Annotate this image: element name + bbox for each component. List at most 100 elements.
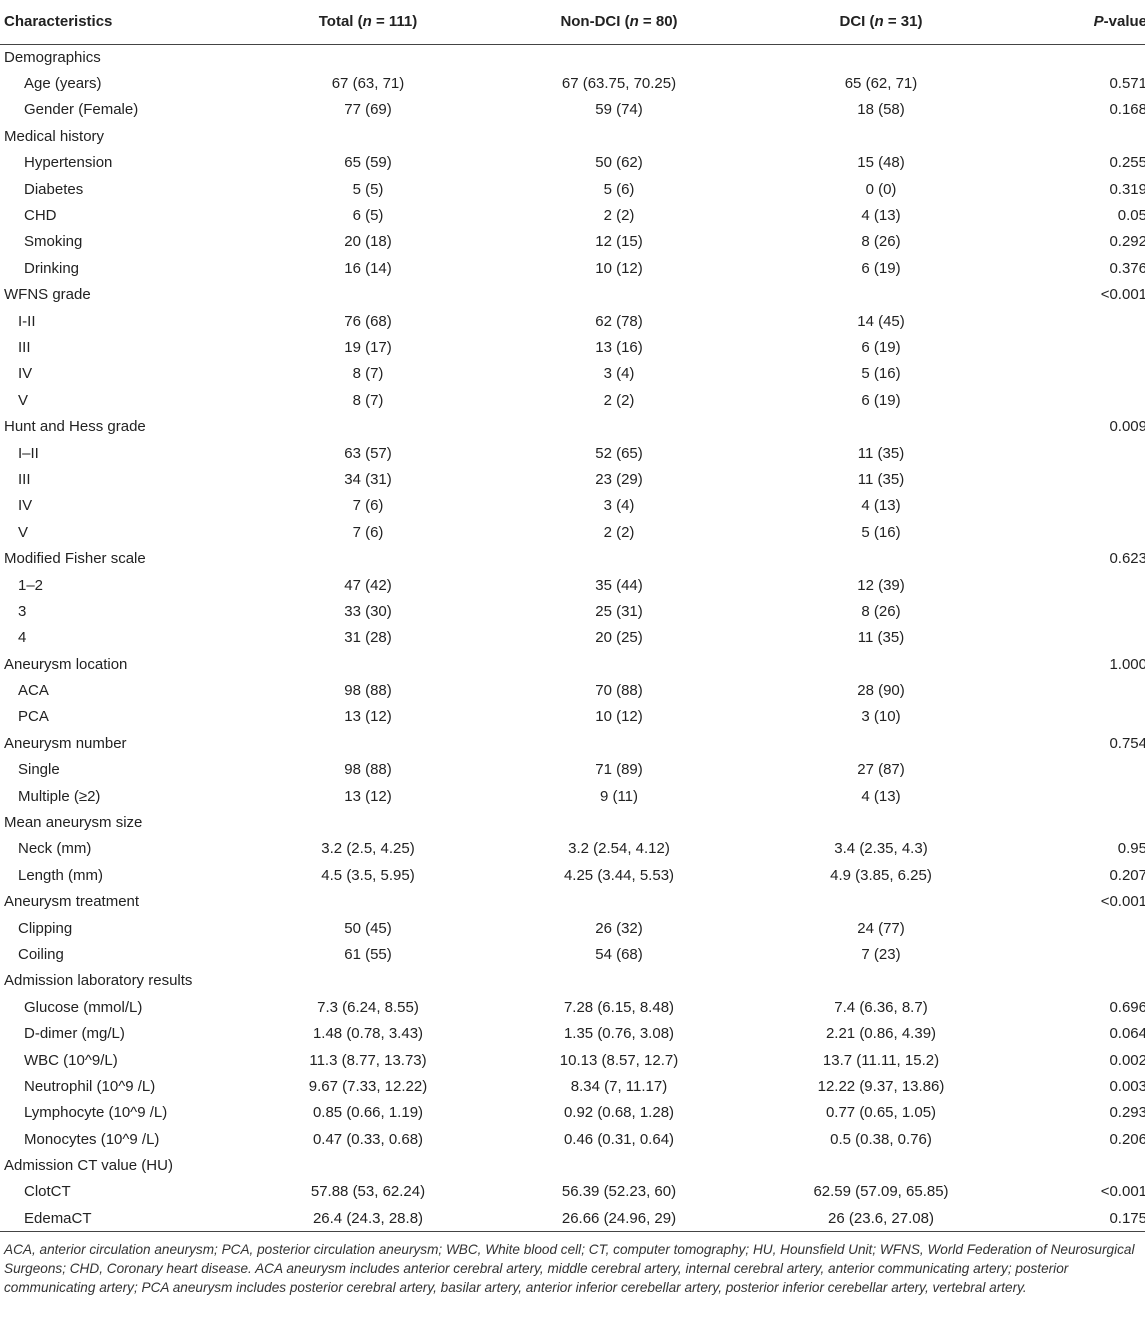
cell-non-dci: 50 (62): [595, 154, 643, 172]
cell-total: 8 (7): [352, 391, 384, 409]
cell-dci: 0.77 (0.65, 1.05): [825, 1104, 937, 1122]
cell-non-dci: [492, 809, 746, 835]
cell-total: 5 (5): [352, 180, 384, 198]
row-label: III: [18, 338, 31, 356]
row-label: Aneurysm location: [4, 655, 128, 673]
cell-non-dci: 20 (25): [595, 629, 643, 647]
cell-total: [244, 968, 492, 994]
cell-total: 19 (17): [344, 338, 392, 356]
table-row: Aneurysm location 1.000: [0, 651, 1145, 677]
cell-dci: 3.4 (2.35, 4.3): [834, 840, 928, 858]
cell-total: 7.3 (6.24, 8.55): [317, 998, 419, 1016]
cell-dci: 0.5 (0.38, 0.76): [830, 1130, 932, 1148]
cell-dci: 24 (77): [857, 919, 905, 937]
row-label: I-II: [18, 312, 36, 330]
cell-p-value: [1016, 440, 1145, 466]
cell-total: 76 (68): [344, 312, 392, 330]
cell-dci: 62.59 (57.09, 65.85): [813, 1183, 949, 1201]
row-label: IV: [18, 497, 33, 515]
table-row: Coiling 61 (55) 54 (68) 7 (23): [0, 941, 1145, 967]
cell-total: 57.88 (53, 62.24): [310, 1183, 426, 1201]
cell-p-value: 0.003: [1109, 1077, 1145, 1095]
cell-non-dci: 2 (2): [603, 523, 635, 541]
cell-total: 33 (30): [344, 602, 392, 620]
cell-non-dci: 3 (4): [603, 497, 635, 515]
cell-dci: 11 (35): [857, 470, 905, 488]
table-footnote: ACA, anterior circulation aneurysm; PCA,…: [4, 1242, 1135, 1296]
cell-total: 77 (69): [344, 101, 392, 119]
cell-p-value: 0.95: [1117, 840, 1145, 858]
cell-non-dci: 10 (12): [595, 708, 643, 726]
row-label: Diabetes: [24, 180, 84, 198]
cell-p-value: <0.001: [1100, 893, 1145, 911]
row-label: 3: [18, 602, 27, 620]
cell-p-value: [1016, 783, 1145, 809]
cell-non-dci: 71 (89): [595, 761, 643, 779]
row-label: Length (mm): [18, 866, 104, 884]
cell-dci: 11 (35): [857, 444, 905, 462]
table-row: CHD 6 (5) 2 (2) 4 (13) 0.05: [0, 202, 1145, 228]
row-label: Gender (Female): [24, 101, 139, 119]
cell-dci: [746, 1152, 1016, 1178]
table-row: Hypertension 65 (59) 50 (62) 15 (48) 0.255: [0, 150, 1145, 176]
row-label: Monocytes (10^9 /L): [24, 1130, 160, 1148]
cell-p-value: 0.207: [1109, 866, 1145, 884]
cell-non-dci: 2 (2): [603, 207, 635, 225]
cell-non-dci: 4.25 (3.44, 5.53): [563, 866, 675, 884]
cell-total: 26.4 (24.3, 28.8): [244, 1205, 492, 1233]
table-row: III 34 (31) 23 (29) 11 (35): [0, 466, 1145, 492]
cell-p-value: [1016, 1152, 1145, 1178]
cell-total: 61 (55): [344, 945, 392, 963]
cell-dci: 7.4 (6.36, 8.7): [834, 998, 928, 1016]
row-label: Lymphocyte (10^9 /L): [24, 1104, 168, 1122]
table-row: Gender (Female) 77 (69) 59 (74) 18 (58) 0.16…: [0, 97, 1145, 123]
cell-non-dci: [492, 545, 746, 571]
row-label: Admission laboratory results: [4, 972, 193, 990]
table-row: Hunt and Hess grade 0.009: [0, 413, 1145, 439]
cell-dci: 12 (39): [857, 576, 905, 594]
cell-total: [244, 545, 492, 571]
table-row: ClotCT 57.88 (53, 62.24) 56.39 (52.23, 60)…: [0, 1179, 1145, 1205]
cell-total: [244, 44, 492, 70]
row-label: Multiple (≥2): [18, 787, 101, 805]
characteristics-table: Characteristics Total (n = 111) Non-DCI …: [0, 0, 1145, 1233]
cell-non-dci: [492, 968, 746, 994]
cell-non-dci: 13 (16): [595, 338, 643, 356]
cell-dci: 8 (26): [861, 602, 901, 620]
cell-p-value: [1016, 334, 1145, 360]
cell-total: 13 (12): [344, 787, 392, 805]
cell-non-dci: 2 (2): [603, 391, 635, 409]
cell-p-value: [1016, 757, 1145, 783]
cell-non-dci: [492, 651, 746, 677]
table-row: IV 7 (6) 3 (4) 4 (13): [0, 493, 1145, 519]
cell-non-dci: 1.35 (0.76, 3.08): [563, 1025, 675, 1043]
table-row: Admission CT value (HU): [0, 1152, 1145, 1178]
row-label: Neutrophil (10^9 /L): [24, 1077, 156, 1095]
cell-total: 50 (45): [344, 919, 392, 937]
cell-total: 47 (42): [344, 576, 392, 594]
cell-dci: [746, 545, 1016, 571]
cell-dci: 3 (10): [861, 708, 901, 726]
cell-non-dci: 10.13 (8.57, 12.7): [559, 1051, 679, 1069]
row-label: EdemaCT: [0, 1205, 244, 1233]
row-label: Modified Fisher scale: [4, 550, 146, 568]
cell-total: 67 (63, 71): [331, 75, 405, 93]
row-label: Clipping: [18, 919, 73, 937]
cell-non-dci: 9 (11): [599, 787, 639, 805]
cell-p-value: 0.319: [1109, 180, 1145, 198]
row-label: 1–2: [18, 576, 44, 594]
table-row: Diabetes 5 (5) 5 (6) 0 (0) 0.319: [0, 176, 1145, 202]
cell-p-value: [1016, 677, 1145, 703]
table-row: Mean aneurysm size: [0, 809, 1145, 835]
table-row: Drinking 16 (14) 10 (12) 6 (19) 0.376: [0, 255, 1145, 281]
table-row: WFNS grade <0.001: [0, 282, 1145, 308]
cell-dci: [746, 44, 1016, 70]
row-label: Medical history: [4, 127, 105, 145]
cell-non-dci: 3.2 (2.54, 4.12): [568, 840, 670, 858]
row-label: Glucose (mmol/L): [24, 998, 143, 1016]
table-header-row: Characteristics Total (n = 111) Non-DCI …: [0, 0, 1145, 45]
cell-total: 16 (14): [344, 259, 392, 277]
table-row: 1–2 47 (42) 35 (44) 12 (39): [0, 572, 1145, 598]
row-label: ClotCT: [24, 1183, 71, 1201]
